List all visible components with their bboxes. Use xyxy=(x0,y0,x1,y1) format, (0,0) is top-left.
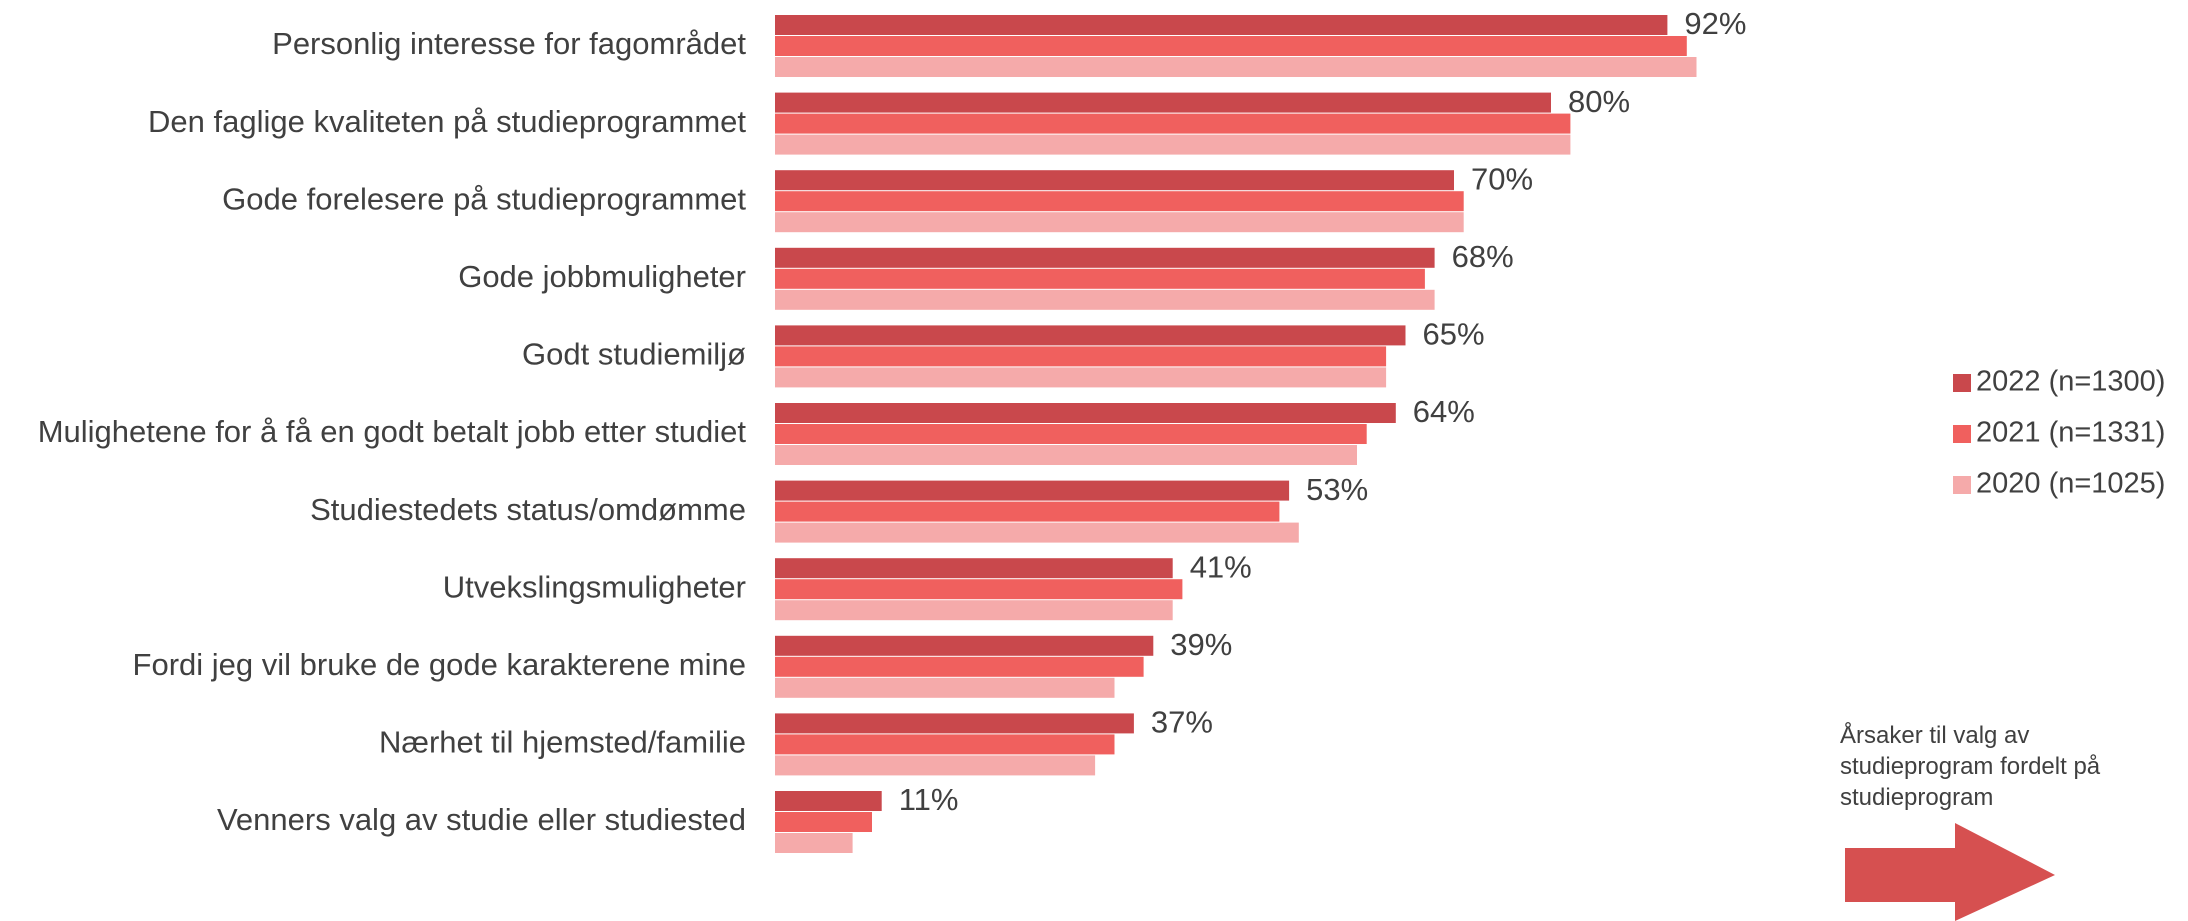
bar-3-1 xyxy=(775,57,1697,77)
value-label: 80% xyxy=(1568,84,1630,119)
bar-1-7 xyxy=(775,480,1290,501)
bar-3-7 xyxy=(775,522,1299,543)
bar-3-9 xyxy=(775,677,1115,698)
value-label: 92% xyxy=(1684,6,1746,41)
bar-1-11 xyxy=(775,791,882,811)
category-label: Venners valg av studie eller studiested xyxy=(217,802,746,837)
category-label: Personlig interesse for fagområdet xyxy=(272,26,746,61)
value-labels: 92% 80% 70% 68% 65% 64% 53% 41% 39% 37% 11% xyxy=(899,6,1747,817)
bar-3-4 xyxy=(775,289,1435,310)
bar-2-2 xyxy=(775,113,1571,134)
bar-2-6 xyxy=(775,424,1367,444)
bar-1-6 xyxy=(775,403,1396,423)
bar-1-10 xyxy=(775,713,1134,734)
bar-1-2 xyxy=(775,92,1551,113)
bar-1-1 xyxy=(775,15,1668,35)
bar-2-3 xyxy=(775,191,1464,212)
value-label: 65% xyxy=(1423,317,1485,352)
value-label: 70% xyxy=(1471,161,1533,196)
value-label: 11% xyxy=(899,782,959,817)
bar-series-group xyxy=(775,15,1697,853)
bar-2-1 xyxy=(775,36,1687,56)
category-label: Nærhet til hjemsted/familie xyxy=(379,725,746,760)
legend-swatch xyxy=(1953,374,1971,392)
legend: 2022 (n=1300) 2021 (n=1331) 2020 (n=1025) xyxy=(1953,366,2165,500)
bar-1-5 xyxy=(775,325,1406,346)
category-label: Utvekslingsmuligheter xyxy=(443,569,746,604)
legend-swatch xyxy=(1953,476,1971,494)
category-label: Gode jobbmuligheter xyxy=(458,259,746,294)
bar-3-8 xyxy=(775,600,1173,621)
category-label: Gode forelesere på studieprogrammet xyxy=(222,181,746,216)
bar-3-3 xyxy=(775,212,1464,233)
bar-3-5 xyxy=(775,367,1387,388)
bar-2-5 xyxy=(775,346,1387,367)
category-label: Mulighetene for å få en godt betalt jobb… xyxy=(38,414,747,449)
arrow-right-icon xyxy=(1845,823,2055,921)
bar-2-4 xyxy=(775,268,1425,289)
annotation-text: Årsaker til valg av studieprogram fordel… xyxy=(1840,722,2101,811)
bar-2-8 xyxy=(775,579,1183,600)
category-label: Godt studiemiljø xyxy=(522,337,746,372)
bar-3-2 xyxy=(775,134,1571,155)
category-label: Den faglige kvaliteten på studieprogramm… xyxy=(148,104,746,139)
legend-swatch xyxy=(1953,425,1971,443)
category-label: Fordi jeg vil bruke de gode karakterene … xyxy=(133,647,746,682)
bar-2-7 xyxy=(775,501,1280,522)
legend-label: 2020 (n=1025) xyxy=(1976,468,2165,500)
bar-3-11 xyxy=(775,833,853,853)
bar-1-9 xyxy=(775,635,1154,656)
bar-1-8 xyxy=(775,558,1173,579)
value-label: 64% xyxy=(1413,394,1475,429)
value-label: 68% xyxy=(1452,239,1514,274)
value-label: 41% xyxy=(1190,549,1252,584)
value-label: 37% xyxy=(1151,705,1213,740)
bar-2-10 xyxy=(775,734,1115,755)
bar-2-9 xyxy=(775,656,1144,677)
bar-1-4 xyxy=(775,247,1435,268)
category-labels: Personlig interesse for fagområdet Den fa… xyxy=(38,26,747,837)
bar-3-6 xyxy=(775,445,1357,465)
value-label: 39% xyxy=(1170,627,1232,662)
bar-3-10 xyxy=(775,755,1096,776)
legend-label: 2021 (n=1331) xyxy=(1976,417,2165,449)
category-label: Studiestedets status/omdømme xyxy=(310,492,746,527)
legend-label: 2022 (n=1300) xyxy=(1976,366,2165,398)
bar-1-3 xyxy=(775,170,1454,191)
value-label: 53% xyxy=(1306,472,1368,507)
bar-2-11 xyxy=(775,812,872,832)
